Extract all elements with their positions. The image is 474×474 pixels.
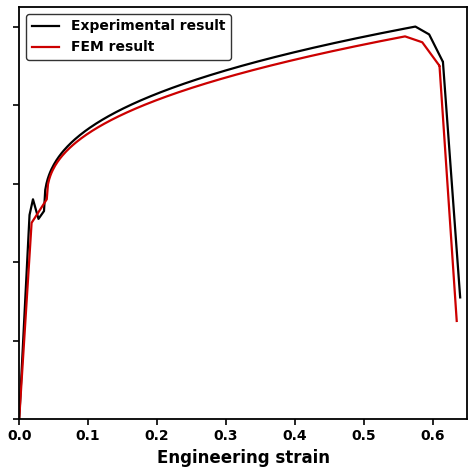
Line: FEM result: FEM result (19, 36, 457, 419)
Experimental result (412, 24, 418, 29)
Experimental result (242, 62, 248, 68)
FEM result (109, 117, 114, 123)
FEM result (454, 318, 460, 324)
Experimental result (450, 193, 456, 199)
X-axis label: Engineering strain: Engineering strain (156, 449, 329, 467)
FEM result (27, 245, 33, 250)
Experimental result (86, 126, 91, 131)
FEM result (116, 113, 121, 119)
FEM result (104, 119, 109, 125)
FEM result (402, 34, 408, 39)
FEM result (261, 64, 266, 70)
Experimental result (457, 294, 463, 300)
Experimental result (216, 70, 222, 75)
Experimental result (17, 399, 23, 405)
FEM result (122, 110, 128, 116)
Experimental result (179, 82, 185, 87)
Legend: Experimental result, FEM result: Experimental result, FEM result (26, 14, 231, 60)
Line: Experimental result: Experimental result (19, 27, 460, 419)
Experimental result (16, 416, 22, 422)
FEM result (16, 416, 22, 422)
